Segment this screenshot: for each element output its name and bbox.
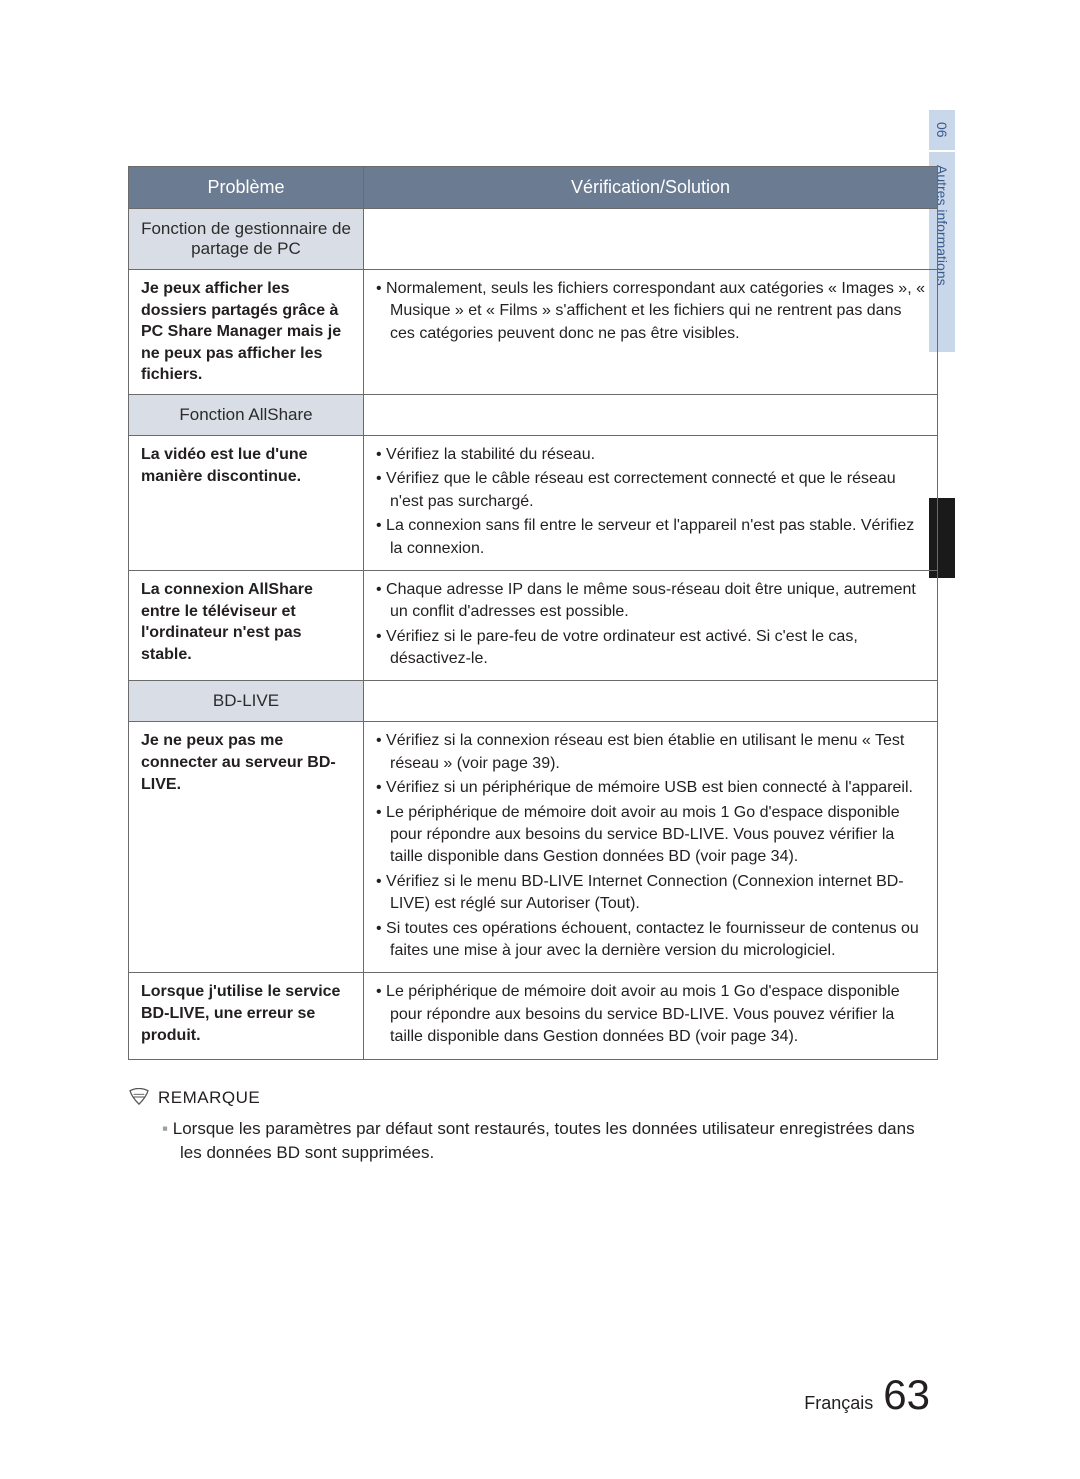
bullet: Vérifiez que le câble réseau est correct…	[376, 468, 925, 513]
solution-bdlive-error: Le périphérique de mémoire doit avoir au…	[364, 973, 938, 1059]
note-icon	[128, 1088, 150, 1106]
bullet: Vérifiez la stabilité du réseau.	[376, 444, 925, 466]
bullet: Le périphérique de mémoire doit avoir au…	[376, 981, 925, 1048]
solution-pc-share: Normalement, seuls les fichiers correspo…	[364, 270, 938, 395]
side-tab-chapter: 06	[934, 122, 950, 138]
subheader-bdlive: BD-LIVE	[129, 681, 364, 722]
bullet: Normalement, seuls les fichiers correspo…	[376, 278, 925, 345]
problem-allshare-unstable: La connexion AllShare entre le téléviseu…	[129, 570, 364, 681]
bullet: Le périphérique de mémoire doit avoir au…	[376, 802, 925, 869]
bullet: Vérifiez si un périphérique de mémoire U…	[376, 777, 925, 799]
solution-allshare-unstable: Chaque adresse IP dans le même sous-rése…	[364, 570, 938, 681]
bullet: Si toutes ces opérations échouent, conta…	[376, 918, 925, 963]
bullet: Vérifiez si le menu BD-LIVE Internet Con…	[376, 871, 925, 916]
note-heading: REMARQUE	[158, 1086, 260, 1110]
subheader-pc-share: Fonction de gestionnaire de partage de P…	[129, 209, 364, 270]
problem-bdlive-connect: Je ne peux pas me connecter au serveur B…	[129, 722, 364, 973]
note-item: Lorsque les paramètres par défaut sont r…	[162, 1117, 938, 1165]
solution-video-discont: Vérifiez la stabilité du réseau. Vérifie…	[364, 435, 938, 570]
note-list: Lorsque les paramètres par défaut sont r…	[128, 1117, 938, 1165]
problem-video-discont: La vidéo est lue d'une manière discontin…	[129, 435, 364, 570]
problem-bdlive-error: Lorsque j'utilise le service BD-LIVE, un…	[129, 973, 364, 1059]
subheader-empty	[364, 394, 938, 435]
note-heading-row: REMARQUE	[128, 1086, 938, 1110]
bullet: Vérifiez si le pare-feu de votre ordinat…	[376, 626, 925, 671]
problem-pc-share: Je peux afficher les dossiers partagés g…	[129, 270, 364, 395]
note-block: REMARQUE Lorsque les paramètres par défa…	[128, 1086, 938, 1165]
subheader-empty	[364, 681, 938, 722]
page-content: Problème Vérification/Solution Fonction …	[128, 166, 938, 1165]
header-problem: Problème	[129, 167, 364, 209]
solution-bdlive-connect: Vérifiez si la connexion réseau est bien…	[364, 722, 938, 973]
troubleshooting-table: Problème Vérification/Solution Fonction …	[128, 166, 938, 1060]
footer-lang: Français	[804, 1393, 873, 1414]
bullet: Vérifiez si la connexion réseau est bien…	[376, 730, 925, 775]
page-footer: Français 63	[804, 1371, 930, 1419]
header-solution: Vérification/Solution	[364, 167, 938, 209]
bullet: La connexion sans fil entre le serveur e…	[376, 515, 925, 560]
subheader-allshare: Fonction AllShare	[129, 394, 364, 435]
bullet: Chaque adresse IP dans le même sous-rése…	[376, 579, 925, 624]
footer-page-number: 63	[883, 1371, 930, 1419]
subheader-empty	[364, 209, 938, 270]
